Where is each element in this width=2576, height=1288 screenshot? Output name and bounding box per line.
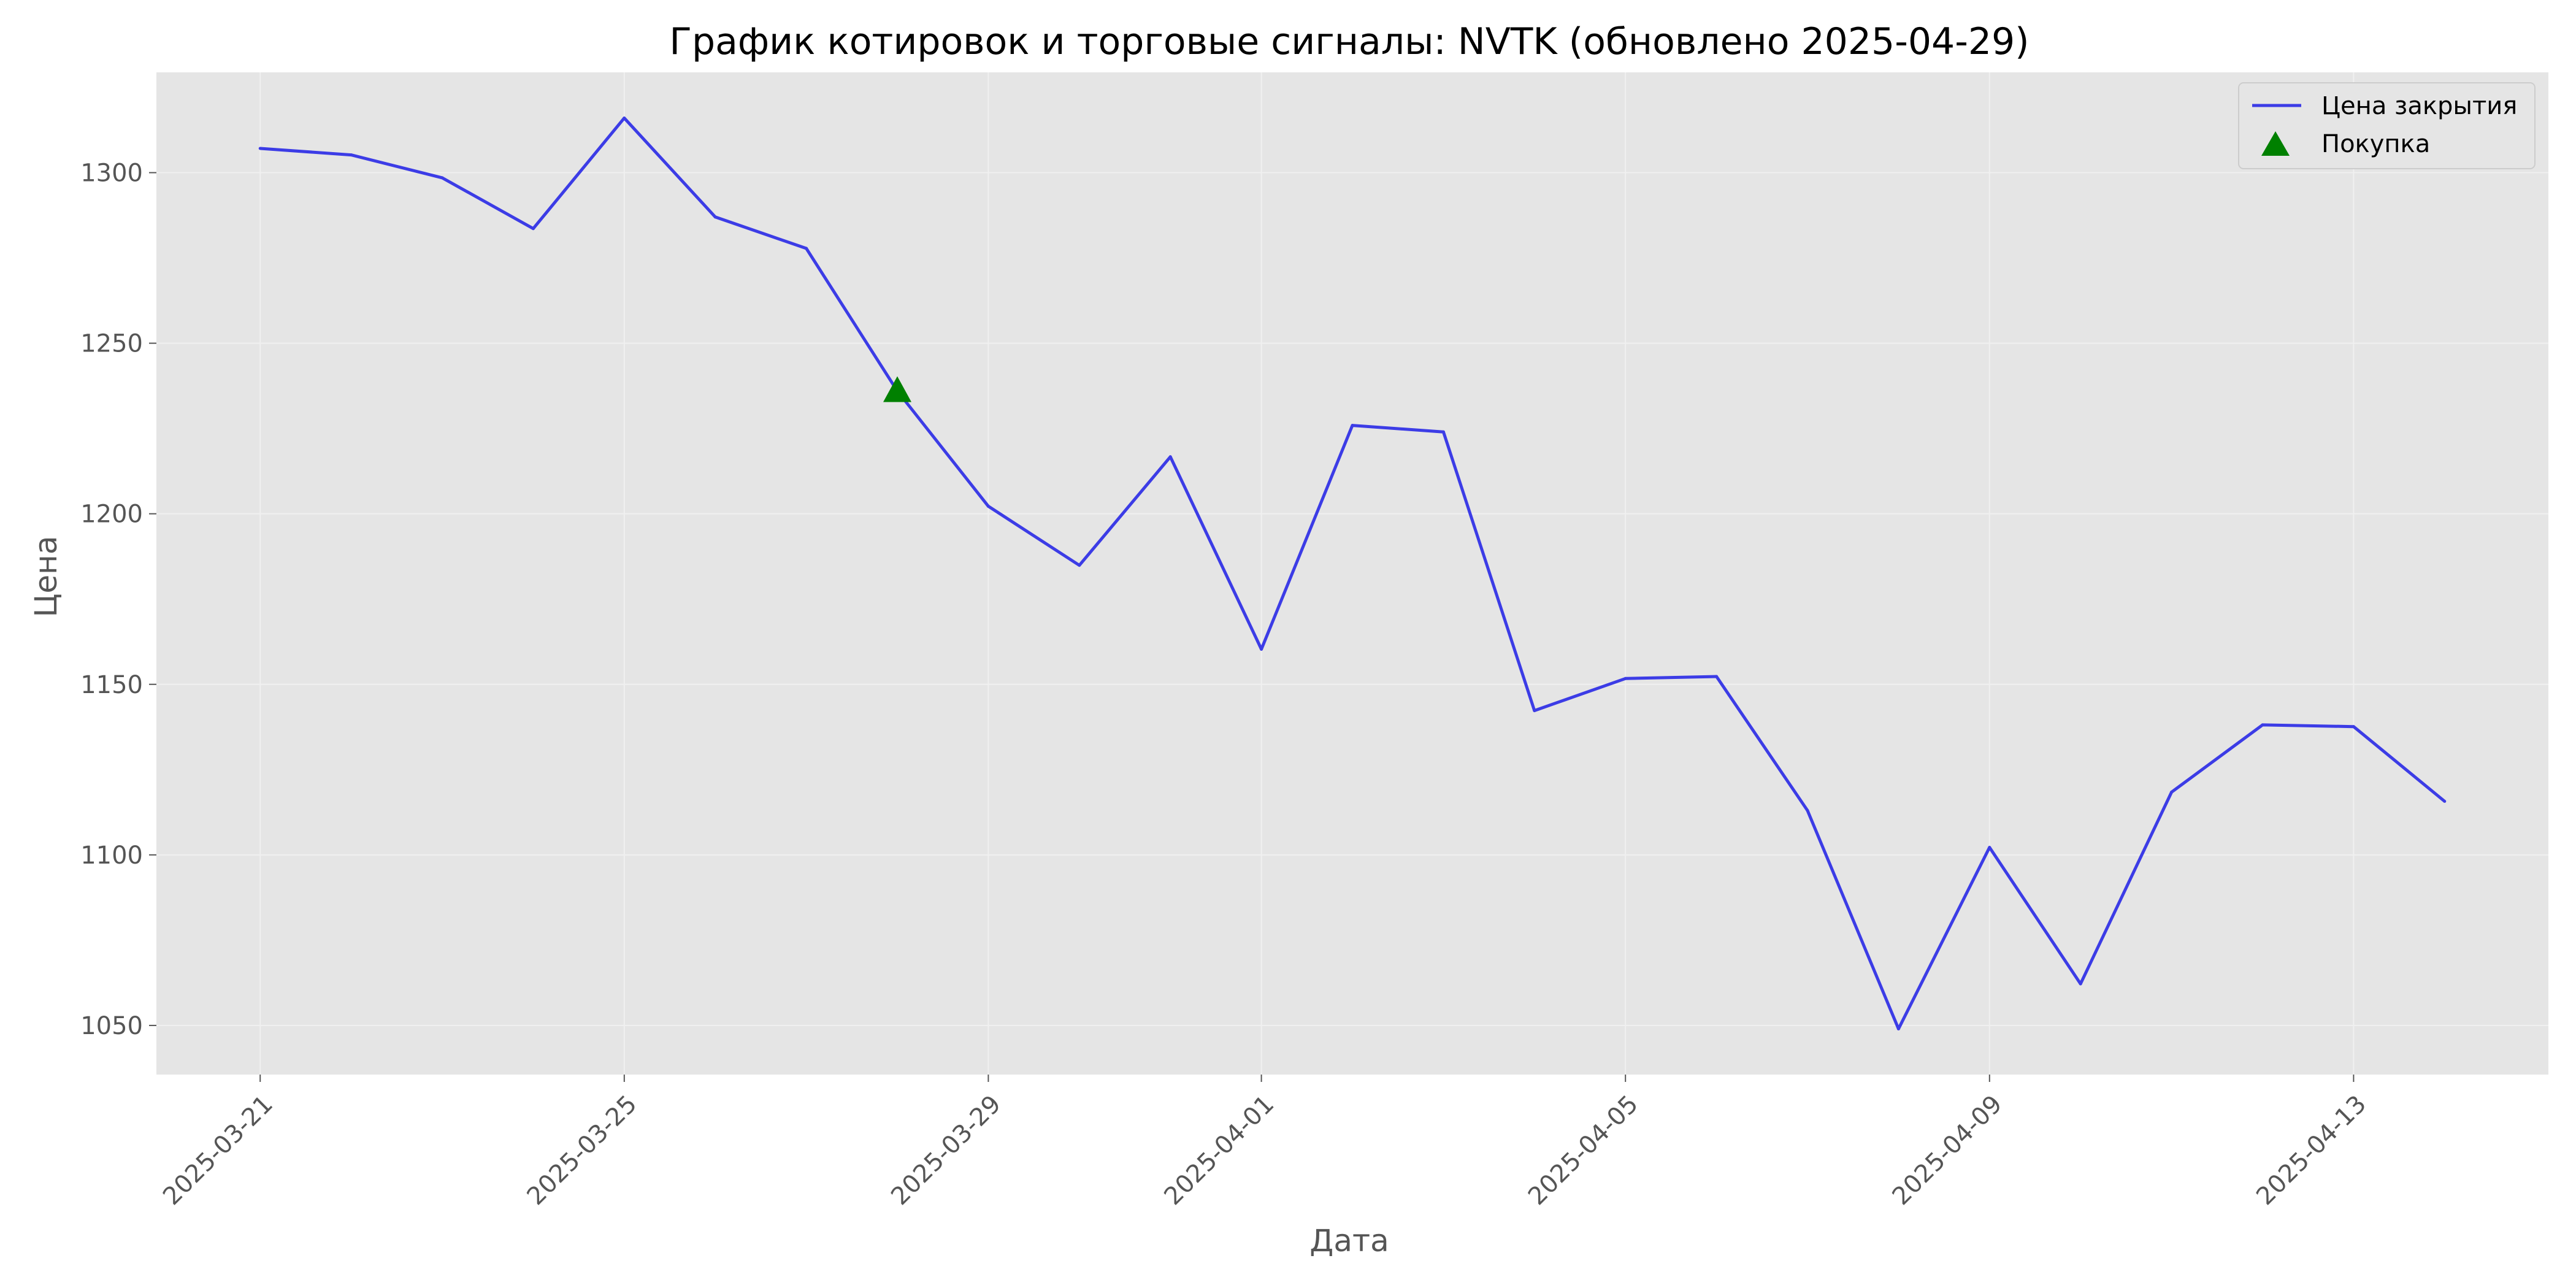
data-point xyxy=(805,247,808,250)
data-point xyxy=(1260,647,1263,651)
x-tick-label: 2025-03-29 xyxy=(886,1090,1006,1211)
data-point xyxy=(258,147,262,150)
y-tick-label: 1050 xyxy=(80,1012,143,1040)
data-point xyxy=(440,176,444,180)
data-point xyxy=(1896,1027,1900,1030)
data-point xyxy=(1351,424,1354,427)
data-point xyxy=(1623,677,1627,680)
x-axis-label: Дата xyxy=(1309,1223,1389,1259)
x-tick-label: 2025-03-21 xyxy=(158,1090,278,1211)
data-point xyxy=(2170,790,2174,794)
data-point xyxy=(1806,809,1809,813)
data-point xyxy=(2261,723,2264,727)
chart-title: График котировок и торговые сигналы: NVT… xyxy=(669,20,2029,63)
legend-box xyxy=(2238,82,2536,169)
x-tick-label: 2025-04-09 xyxy=(1887,1090,2008,1211)
legend-label-buy: Покупка xyxy=(2321,130,2430,158)
legend: Цена закрытия Покупка xyxy=(2238,82,2536,169)
x-tick-label: 2025-04-05 xyxy=(1523,1090,1644,1211)
y-tick-label: 1100 xyxy=(80,841,143,870)
grid xyxy=(156,72,2548,1075)
data-point xyxy=(1168,455,1172,459)
x-axis: 2025-03-21 2025-03-25 2025-03-29 2025-04-01… xyxy=(158,1075,2372,1211)
legend-label-close: Цена закрытия xyxy=(2321,92,2517,120)
y-tick-label: 1150 xyxy=(80,671,143,699)
y-axis-label: Цена xyxy=(28,536,64,618)
data-point xyxy=(986,504,990,508)
y-tick-label: 1300 xyxy=(80,159,143,188)
data-point xyxy=(1441,430,1445,434)
data-point xyxy=(1078,564,1081,567)
data-point xyxy=(1533,709,1536,713)
plot-area xyxy=(156,72,2548,1075)
x-tick-label: 2025-03-25 xyxy=(522,1090,643,1211)
buy-signal-marker xyxy=(883,376,912,402)
data-point xyxy=(2443,800,2447,803)
data-point xyxy=(1715,675,1719,678)
data-point xyxy=(2352,725,2355,729)
signals-layer xyxy=(883,376,912,402)
data-point xyxy=(623,117,626,120)
legend-buy-marker-icon xyxy=(2261,131,2290,156)
y-tick-label: 1200 xyxy=(80,500,143,529)
y-axis: 1050 1100 1150 1200 1250 1300 xyxy=(80,159,156,1040)
x-tick-label: 2025-04-13 xyxy=(2251,1090,2372,1211)
data-point xyxy=(2079,982,2082,986)
data-point xyxy=(531,227,535,231)
data-point xyxy=(1988,846,1991,849)
data-point xyxy=(713,215,717,219)
x-tick-label: 2025-04-01 xyxy=(1159,1090,1279,1211)
y-tick-label: 1250 xyxy=(80,330,143,358)
data-point xyxy=(350,153,353,157)
